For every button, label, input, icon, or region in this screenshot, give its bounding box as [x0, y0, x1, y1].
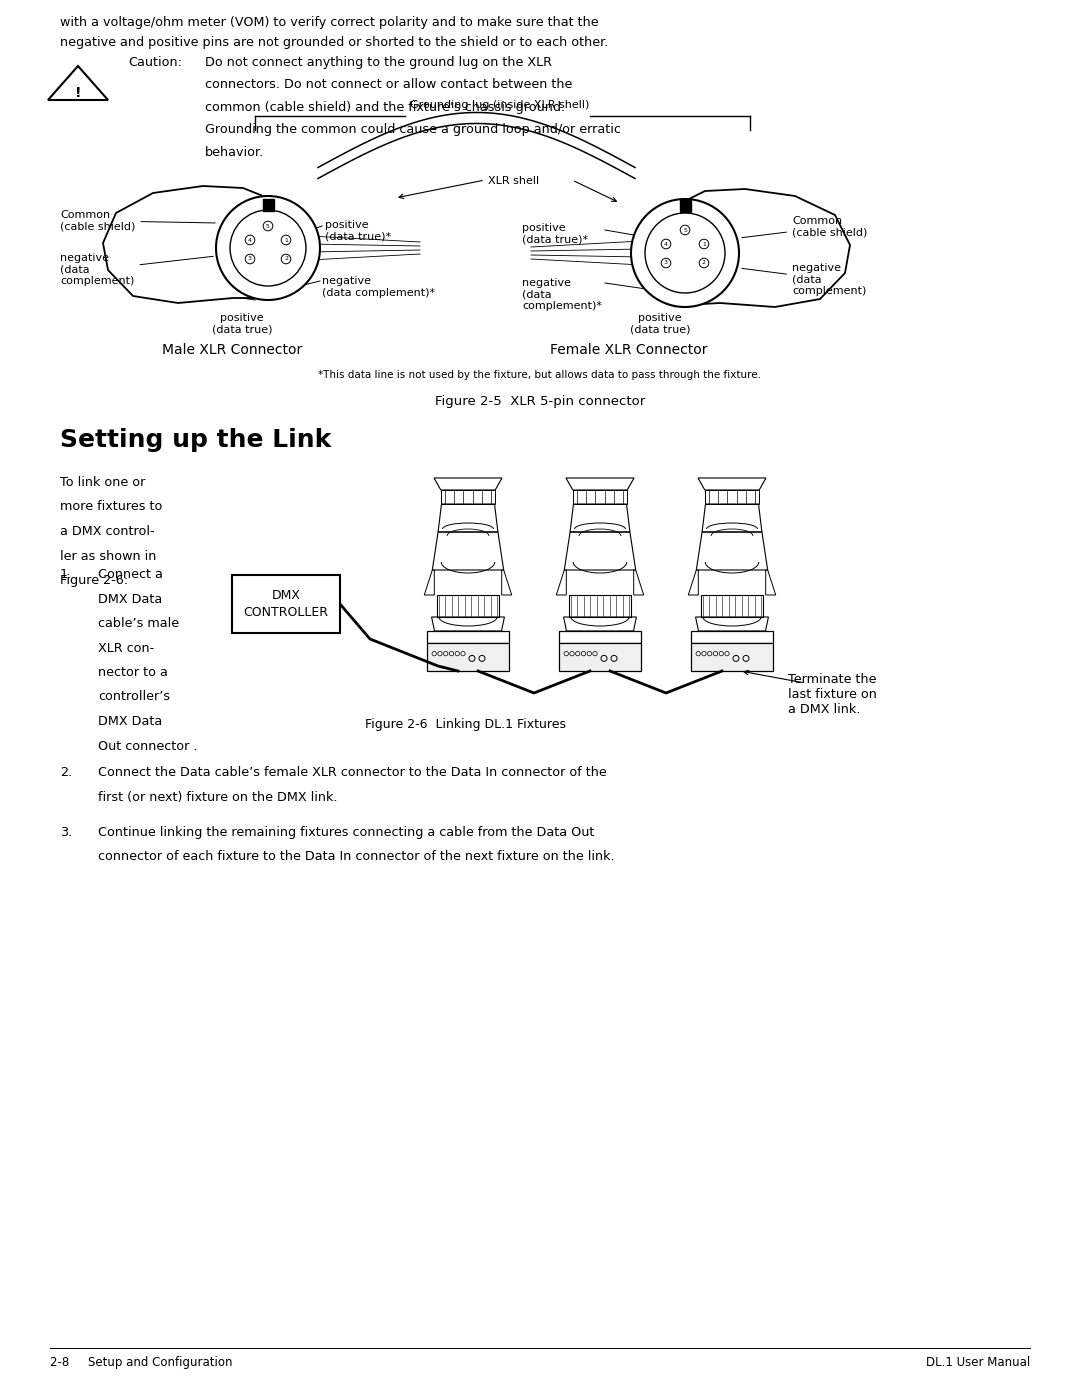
Text: XLR shell: XLR shell: [488, 176, 539, 186]
Text: Grounding the common could cause a ground loop and/or erratic: Grounding the common could cause a groun…: [205, 124, 621, 136]
Text: Grounding lug (inside XLR shell): Grounding lug (inside XLR shell): [410, 100, 590, 110]
Text: 2-8     Setup and Configuration: 2-8 Setup and Configuration: [50, 1356, 232, 1369]
Text: !: !: [75, 86, 81, 100]
Bar: [442, 490, 495, 504]
Bar: [428, 643, 509, 670]
Text: 4: 4: [664, 242, 669, 247]
Text: nector to a: nector to a: [98, 666, 167, 679]
Text: controller’s: controller’s: [98, 690, 171, 704]
Text: 1: 1: [702, 242, 706, 247]
Bar: [262, 198, 273, 211]
Text: Male XLR Connector: Male XLR Connector: [162, 343, 302, 357]
Text: common (cable shield) and the fixture’s chassis ground.: common (cable shield) and the fixture’s …: [205, 101, 565, 114]
Bar: [691, 632, 773, 643]
Bar: [428, 632, 509, 643]
Text: connectors. Do not connect or allow contact between the: connectors. Do not connect or allow cont…: [205, 79, 572, 92]
Text: DMX
CONTROLLER: DMX CONTROLLER: [243, 589, 328, 619]
Text: behavior.: behavior.: [205, 146, 265, 160]
Circle shape: [281, 254, 291, 264]
Text: connector of each fixture to the Data In connector of the next fixture on the li: connector of each fixture to the Data In…: [98, 851, 615, 863]
Circle shape: [680, 225, 690, 235]
Text: Figure 2-5  XLR 5-pin connector: Figure 2-5 XLR 5-pin connector: [435, 396, 645, 408]
Bar: [705, 490, 758, 504]
Circle shape: [661, 239, 671, 248]
Text: Common
(cable shield): Common (cable shield): [60, 210, 215, 232]
Text: 2: 2: [702, 261, 706, 265]
Circle shape: [281, 235, 291, 244]
Text: 1.: 1.: [60, 568, 72, 582]
Text: negative
(data
complement): negative (data complement): [742, 262, 866, 296]
Text: 5: 5: [266, 223, 270, 229]
Text: Continue linking the remaining fixtures connecting a cable from the Data Out: Continue linking the remaining fixtures …: [98, 826, 594, 838]
Bar: [701, 595, 764, 618]
Bar: [573, 490, 626, 504]
Text: Female XLR Connector: Female XLR Connector: [550, 343, 707, 357]
Circle shape: [699, 258, 708, 268]
Text: XLR con-: XLR con-: [98, 641, 154, 655]
Text: a DMX control-: a DMX control-: [60, 525, 154, 539]
Text: first (or next) fixture on the DMX link.: first (or next) fixture on the DMX link.: [98, 791, 337, 804]
Text: Figure 2-6:: Figure 2-6:: [60, 575, 129, 587]
Bar: [232, 575, 340, 633]
Text: DMX Data: DMX Data: [98, 715, 162, 727]
Text: Common
(cable shield): Common (cable shield): [742, 217, 867, 237]
Circle shape: [216, 196, 320, 300]
Text: 4: 4: [248, 237, 252, 243]
Text: Terminate the
last fixture on
a DMX link.: Terminate the last fixture on a DMX link…: [788, 673, 877, 716]
Text: 1: 1: [284, 237, 288, 243]
Circle shape: [264, 221, 273, 230]
Text: negative and positive pins are not grounded or shorted to the shield or to each : negative and positive pins are not groun…: [60, 36, 608, 49]
Text: cable’s male: cable’s male: [98, 618, 179, 630]
Text: with a voltage/ohm meter (VOM) to verify correct polarity and to make sure that : with a voltage/ohm meter (VOM) to verify…: [60, 17, 598, 29]
Text: 3: 3: [664, 261, 669, 265]
Text: DL.1 User Manual: DL.1 User Manual: [926, 1356, 1030, 1369]
Text: positive
(data true)*: positive (data true)*: [522, 223, 589, 244]
Circle shape: [631, 198, 739, 307]
Text: negative
(data
complement)*: negative (data complement)*: [522, 278, 602, 311]
Text: Do not connect anything to the ground lug on the XLR: Do not connect anything to the ground lu…: [205, 56, 552, 69]
Text: ler as shown in: ler as shown in: [60, 550, 157, 562]
Text: more fixtures to: more fixtures to: [60, 501, 162, 514]
Text: 3.: 3.: [60, 826, 72, 838]
Text: positive
(data true): positive (data true): [212, 314, 272, 335]
Text: Out connector .: Out connector .: [98, 740, 198, 752]
Bar: [691, 643, 773, 670]
Text: Connect the Data cable’s female XLR connector to the Data In connector of the: Connect the Data cable’s female XLR conn…: [98, 766, 607, 779]
Bar: [679, 200, 690, 212]
Text: To link one or: To link one or: [60, 476, 146, 489]
Text: negative
(data
complement): negative (data complement): [60, 253, 213, 286]
Text: Caution:: Caution:: [129, 56, 183, 69]
Text: negative
(data complement)*: negative (data complement)*: [322, 276, 435, 297]
Text: 2: 2: [284, 257, 288, 261]
Text: 5: 5: [683, 228, 687, 233]
Circle shape: [245, 235, 255, 244]
Text: Connect a: Connect a: [98, 568, 163, 582]
Bar: [559, 643, 640, 670]
Text: 2.: 2.: [60, 766, 72, 779]
Bar: [559, 632, 640, 643]
Text: Figure 2-6  Linking DL.1 Fixtures: Figure 2-6 Linking DL.1 Fixtures: [365, 718, 566, 731]
Text: 3: 3: [248, 257, 252, 261]
Circle shape: [245, 254, 255, 264]
Text: Setting up the Link: Setting up the Link: [60, 428, 332, 452]
Circle shape: [699, 239, 708, 248]
Circle shape: [661, 258, 671, 268]
Text: DMX Data: DMX Data: [98, 593, 162, 605]
Text: positive
(data true)*: positive (data true)*: [325, 221, 391, 242]
Text: positive
(data true): positive (data true): [630, 314, 690, 335]
Bar: [568, 595, 632, 618]
Bar: [436, 595, 499, 618]
Text: *This data line is not used by the fixture, but allows data to pass through the : *This data line is not used by the fixtu…: [319, 371, 761, 380]
